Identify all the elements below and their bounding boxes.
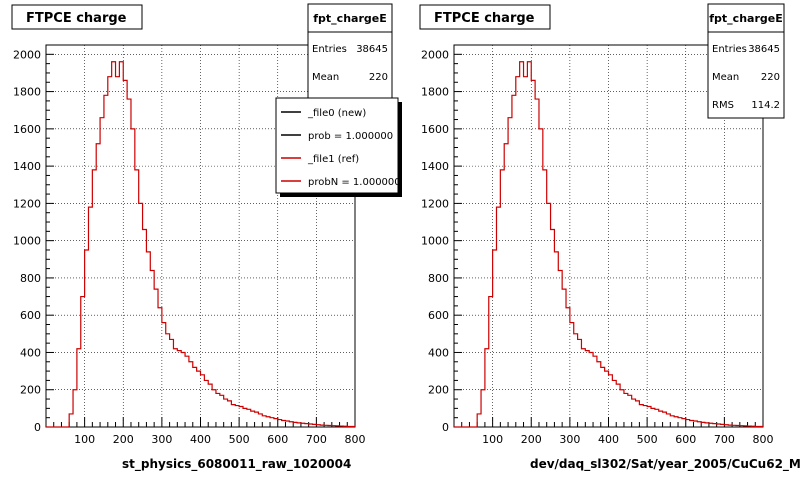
y-tick-label: 1400 [421, 160, 449, 173]
y-tick-label: 1800 [13, 86, 41, 99]
x-tick-label: 800 [345, 433, 366, 446]
stats-value: 220 [369, 72, 388, 83]
stats-value: 114.2 [751, 100, 780, 111]
y-tick-label: 200 [428, 384, 449, 397]
x-tick-label: 300 [151, 433, 172, 446]
x-tick-label: 600 [267, 433, 288, 446]
title-box [419, 4, 551, 30]
stats-label: Entries [312, 44, 347, 55]
legend-box [275, 97, 399, 194]
x-tick-label: 800 [753, 433, 774, 446]
x-tick-label: 700 [306, 433, 327, 446]
y-tick-label: 1000 [421, 235, 449, 248]
y-tick-label: 1400 [13, 160, 41, 173]
stats-box [707, 3, 785, 119]
y-tick-label: 0 [34, 421, 41, 434]
x-tick-label: 200 [521, 433, 542, 446]
histogram-series [46, 61, 355, 428]
x-tick-label: 700 [714, 433, 735, 446]
x-tick-label: 400 [598, 433, 619, 446]
legend-label: prob = 1.000000 [308, 131, 393, 142]
stats-label: Entries [712, 44, 747, 55]
y-tick-label: 1800 [421, 86, 449, 99]
x-tick-label: 600 [675, 433, 696, 446]
chart-title: FTPCE charge [434, 11, 535, 26]
y-tick-label: 1600 [421, 123, 449, 136]
title-box [11, 4, 143, 30]
y-tick-label: 2000 [13, 48, 41, 61]
stats-title: fpt_chargeE [709, 12, 782, 25]
histogram-series [454, 61, 763, 428]
x-axis-label: dev/daq_sl302/Sat/year_2005/CuCu62_MinBi… [530, 457, 800, 472]
stats-value: 38645 [356, 44, 388, 55]
y-tick-label: 600 [428, 309, 449, 322]
y-tick-label: 1600 [13, 123, 41, 136]
stats-label: Mean [312, 72, 339, 83]
y-tick-label: 1200 [421, 197, 449, 210]
stats-value: 220 [761, 72, 780, 83]
x-axis-label: st_physics_6080011_raw_1020004 [122, 457, 351, 472]
legend-label: probN = 1.000000 [308, 177, 401, 188]
x-tick-label: 400 [190, 433, 211, 446]
y-tick-label: 0 [442, 421, 449, 434]
x-tick-label: 100 [482, 433, 503, 446]
x-tick-label: 100 [74, 433, 95, 446]
legend-label: _file0 (new) [307, 108, 366, 119]
x-tick-label: 200 [113, 433, 134, 446]
y-tick-label: 800 [428, 272, 449, 285]
legend-label: _file1 (ref) [307, 154, 359, 165]
y-tick-label: 1000 [13, 235, 41, 248]
panel-2: 0 200 400 600 800 1000 1200 1400 1600 1800 2000 100… [419, 3, 800, 472]
stats-value: 38645 [748, 44, 780, 55]
stats-title: fpt_chargeE [313, 12, 386, 25]
x-tick-label: 500 [229, 433, 250, 446]
stats-label: Mean [712, 72, 739, 83]
y-tick-label: 2000 [421, 48, 449, 61]
y-tick-label: 400 [20, 346, 41, 359]
chart-title: FTPCE charge [26, 11, 127, 26]
y-tick-label: 400 [428, 346, 449, 359]
y-tick-label: 200 [20, 384, 41, 397]
panel-1: 0 200 400 600 800 1000 1200 1400 1600 1800 2000 100… [11, 3, 402, 472]
y-tick-label: 1200 [13, 197, 41, 210]
x-tick-label: 300 [559, 433, 580, 446]
x-tick-label: 500 [637, 433, 658, 446]
y-tick-label: 800 [20, 272, 41, 285]
y-tick-label: 600 [20, 309, 41, 322]
stats-label: RMS [712, 100, 734, 111]
